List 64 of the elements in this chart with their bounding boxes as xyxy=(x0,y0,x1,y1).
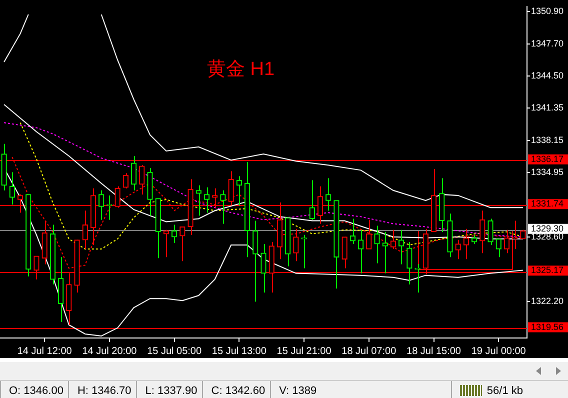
candlestick xyxy=(204,186,210,214)
x-tick-label: 19 Jul 00:00 xyxy=(471,346,526,357)
text: 黄金 H1 xyxy=(207,58,275,82)
ref-line-label: 1319.56 xyxy=(531,322,564,332)
candlestick xyxy=(309,180,315,220)
candlestick xyxy=(342,236,348,269)
candlestick xyxy=(463,228,470,260)
candlestick xyxy=(350,218,356,244)
candlestick xyxy=(398,229,404,265)
candlestick xyxy=(180,226,186,262)
candlestick xyxy=(374,225,380,264)
y-tick-label: 1338.15 xyxy=(531,134,564,145)
text: O: 1346.00 xyxy=(9,384,64,396)
candlestick xyxy=(220,190,226,224)
x-tick-label: 18 Jul 07:00 xyxy=(342,346,397,357)
text: H: 1346.70 xyxy=(77,384,132,396)
candlestick xyxy=(58,256,64,322)
candlestick xyxy=(326,178,332,212)
candlestick xyxy=(122,172,128,189)
candlestick xyxy=(406,241,412,285)
y-tick-label: 1341.35 xyxy=(531,102,564,112)
y-tick-label: 1322.20 xyxy=(531,296,564,306)
candlestick xyxy=(236,176,242,206)
ref-line-label: 1331.74 xyxy=(531,198,564,209)
candlestick xyxy=(139,164,145,195)
candlestick xyxy=(488,218,494,246)
candlestick xyxy=(130,156,137,191)
candlestick xyxy=(496,238,502,258)
candlestick xyxy=(366,219,372,250)
y-tick-label: 1347.70 xyxy=(531,38,564,48)
y-tick-label: 1328.60 xyxy=(531,231,564,242)
candlestick xyxy=(9,172,15,206)
candlestick xyxy=(42,220,48,265)
candlestick xyxy=(390,229,396,250)
candlestick xyxy=(358,229,364,274)
y-tick-label: 1344.50 xyxy=(531,70,564,81)
text: V: 1389 xyxy=(279,384,317,396)
candlestick xyxy=(504,229,510,254)
y-tick-label: 1350.90 xyxy=(531,6,564,16)
x-tick-label: 15 Jul 13:00 xyxy=(212,346,267,357)
x-tick-label: 14 Jul 20:00 xyxy=(82,346,138,357)
x-tick-label: 15 Jul 21:00 xyxy=(276,346,332,357)
candlestick xyxy=(171,224,178,244)
candlestick xyxy=(260,243,266,294)
x-tick-label: 18 Jul 15:00 xyxy=(406,346,462,357)
candlestick xyxy=(293,228,299,262)
candlestick xyxy=(82,210,88,250)
ref-line-label: 1325.17 xyxy=(531,265,564,276)
y-tick-label: 1334.95 xyxy=(531,167,564,178)
candlestick xyxy=(252,220,258,302)
x-tick-label: 15 Jul 05:00 xyxy=(147,346,202,357)
ref-line-label: 1329.30 xyxy=(531,223,564,234)
x-tick-label: 14 Jul 12:00 xyxy=(17,346,72,357)
text: C: 1342.60 xyxy=(211,384,266,396)
ref-line-label: 1336.17 xyxy=(531,154,564,164)
text: L: 1337.90 xyxy=(145,384,198,396)
candlestick xyxy=(480,210,486,254)
candlestick xyxy=(455,239,461,260)
candlestick xyxy=(471,234,478,244)
candlestick xyxy=(382,231,388,274)
candlestick xyxy=(196,184,202,216)
text: 56/1 kb xyxy=(486,384,523,396)
candlestick xyxy=(106,194,112,220)
candlestick xyxy=(98,190,104,220)
